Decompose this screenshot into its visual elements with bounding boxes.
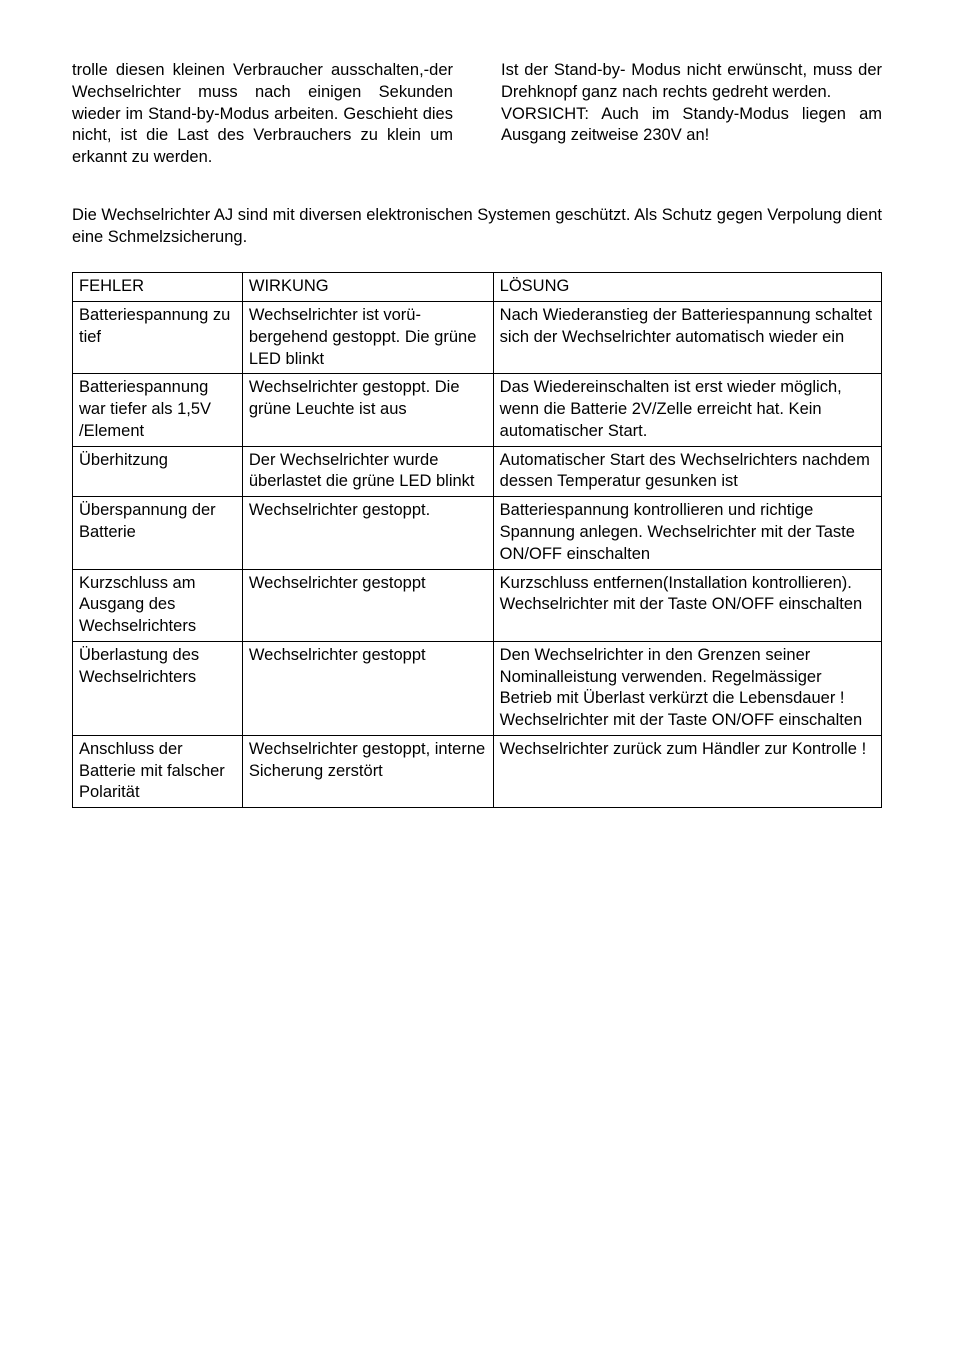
cell-fehler: Anschluss der Batterie mit fal­scher Pol…: [73, 735, 243, 807]
cell-loesung: Kurzschluss entfernen(Installation kon­t…: [493, 569, 881, 641]
table-row: Anschluss der Batterie mit fal­scher Pol…: [73, 735, 882, 807]
cell-loesung: Wechselrichter zurück zum Händler zur Ko…: [493, 735, 881, 807]
cell-wirkung: Wechselrichter gestoppt: [242, 641, 493, 735]
header-loesung: LÖSUNG: [493, 273, 881, 302]
table-row: Batteriespannung zu tief Wechselrichter …: [73, 302, 882, 374]
two-column-text: trolle diesen kleinen Verbraucher aus­sc…: [72, 60, 882, 169]
cell-fehler: Kurzschluss am Ausgang des Wechselrichte…: [73, 569, 243, 641]
table-row: Überlastung des Wechselrichters Wechselr…: [73, 641, 882, 735]
table-row: Batteriespannung war tiefer als 1,5V /El…: [73, 374, 882, 446]
table-row: Überhitzung Der Wechselrichter wurde übe…: [73, 446, 882, 497]
cell-wirkung: Wechselrichter gestoppt, interne Sicheru…: [242, 735, 493, 807]
cell-loesung: Batteriespannung kontrollieren und richt…: [493, 497, 881, 569]
header-wirkung: WIRKUNG: [242, 273, 493, 302]
cell-loesung: Nach Wiederanstieg der Batteriespan­nung…: [493, 302, 881, 374]
cell-loesung: Automatischer Start des Wechselrich­ters…: [493, 446, 881, 497]
table-row: Überspannung der Batterie Wechselrichter…: [73, 497, 882, 569]
cell-fehler: Batteriespannung zu tief: [73, 302, 243, 374]
cell-wirkung: Wechselrichter gestoppt: [242, 569, 493, 641]
cell-fehler: Überlastung des Wechselrichters: [73, 641, 243, 735]
cell-fehler: Überhitzung: [73, 446, 243, 497]
cell-wirkung: Der Wechselrichter wurde überlastet die …: [242, 446, 493, 497]
cell-loesung: Das Wiedereinschalten ist erst wieder mö…: [493, 374, 881, 446]
cell-loesung: Den Wechselrichter in den Grenzen seiner…: [493, 641, 881, 735]
fault-table: FEHLER WIRKUNG LÖSUNG Batteriespannung z…: [72, 272, 882, 808]
cell-wirkung: Wechselrichter gestoppt.: [242, 497, 493, 569]
cell-fehler: Batteriespannung war tiefer als 1,5V /El…: [73, 374, 243, 446]
cell-fehler: Überspannung der Batterie: [73, 497, 243, 569]
cell-wirkung: Wechselrichter ist vorü­bergehend gestop…: [242, 302, 493, 374]
intro-paragraph: Die Wechselrichter AJ sind mit diversen …: [72, 205, 882, 249]
header-fehler: FEHLER: [73, 273, 243, 302]
table-body: Batteriespannung zu tief Wechselrichter …: [73, 302, 882, 808]
table-row: Kurzschluss am Ausgang des Wechselrichte…: [73, 569, 882, 641]
table-header-row: FEHLER WIRKUNG LÖSUNG: [73, 273, 882, 302]
cell-wirkung: Wechselrichter gestoppt. Die grüne Leuch…: [242, 374, 493, 446]
left-column: trolle diesen kleinen Verbraucher aus­sc…: [72, 60, 453, 169]
right-column: Ist der Stand-by- Modus nicht er­wünscht…: [501, 60, 882, 169]
